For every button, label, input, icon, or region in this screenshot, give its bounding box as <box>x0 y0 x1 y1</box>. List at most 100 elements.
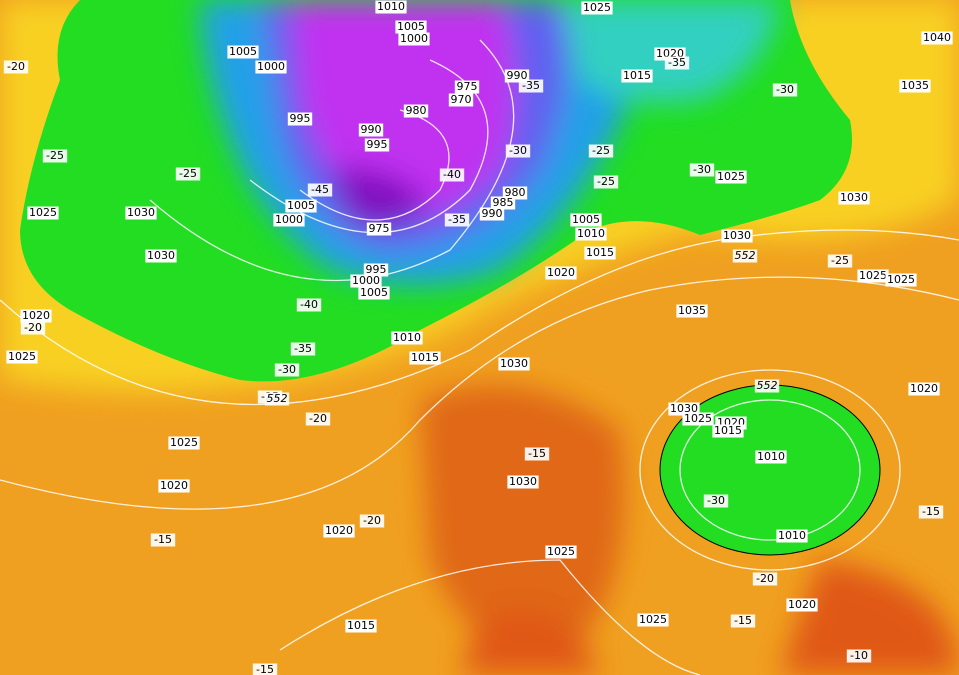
isobar-label-box <box>507 475 539 489</box>
isobar-label-box <box>358 123 384 137</box>
isobar-label-box <box>448 93 474 107</box>
isobar-label-box <box>676 304 708 318</box>
temperature-label-box <box>772 83 798 97</box>
temperature-label: -15 <box>528 447 546 460</box>
isobar-label-box <box>285 199 317 213</box>
isobar-label: 1035 <box>901 79 929 92</box>
temperature-label-box <box>827 254 853 268</box>
temperature-label: -45 <box>311 183 329 196</box>
isobar-label: 1025 <box>29 206 57 219</box>
isobar-label-box <box>668 402 700 416</box>
temperature-label-box <box>664 56 690 70</box>
isobar-label-box <box>581 1 613 15</box>
thickness-label: 552 <box>757 379 778 392</box>
temperature-label-box <box>305 412 331 426</box>
thickness-label-box <box>754 379 780 393</box>
temperature-label-box <box>175 167 201 181</box>
isobar-label-box <box>479 207 505 221</box>
isobar-label: 990 <box>507 69 528 82</box>
isobar-label: 975 <box>457 80 478 93</box>
isobar-label: 970 <box>451 93 472 106</box>
temperature-label-box <box>42 149 68 163</box>
isobar-label-box <box>575 227 607 241</box>
temperature-label: -15 <box>734 614 752 627</box>
isobar-label-box <box>364 138 390 152</box>
isobar-label-box <box>409 351 441 365</box>
isobar-label: 985 <box>493 196 514 209</box>
thickness-label: 552 <box>735 249 756 262</box>
temperature-label-box <box>359 514 385 528</box>
isobar-label-box <box>375 0 407 14</box>
temperature-label: -35 <box>448 213 466 226</box>
temperature-label-box <box>593 175 619 189</box>
isobar-label: 1010 <box>577 227 605 240</box>
isobar-label: 1025 <box>684 412 712 425</box>
temperature-label-box <box>518 79 544 93</box>
isobar-label: 1005 <box>360 286 388 299</box>
temperature-label: -25 <box>831 254 849 267</box>
temperature-label-box <box>290 342 316 356</box>
isobar-label-box <box>358 286 390 300</box>
isobar-label: 1000 <box>352 274 380 287</box>
isobar-label: 1020 <box>325 524 353 537</box>
isobar-label-box <box>158 479 190 493</box>
isobar-label: 1005 <box>229 45 257 58</box>
isobar-label: 1020 <box>910 382 938 395</box>
isobar-label: 1010 <box>757 450 785 463</box>
isobar-label: 990 <box>482 207 503 220</box>
isobar-label: 1020 <box>788 598 816 611</box>
temperature-label-box <box>752 572 778 586</box>
temperature-label-box <box>3 60 29 74</box>
isobar-label: 1015 <box>347 619 375 632</box>
isobar-label: 1025 <box>717 170 745 183</box>
isobar-label: 1030 <box>723 229 751 242</box>
isobar-label-box <box>570 213 602 227</box>
thickness-label: 552 <box>267 392 288 405</box>
isobar-label-box <box>391 331 423 345</box>
isobar-label: 1030 <box>670 402 698 415</box>
isobar-label-box <box>255 60 287 74</box>
isobar-label: 1005 <box>397 20 425 33</box>
isobar-label: 1020 <box>160 479 188 492</box>
isobar-label: 995 <box>290 112 311 125</box>
isobar-label: 980 <box>406 104 427 117</box>
isobar-label: 1030 <box>500 357 528 370</box>
temperature-label-box <box>846 649 872 663</box>
isobar-label: 1010 <box>377 0 405 13</box>
temperature-label: -30 <box>707 494 725 507</box>
temperature-label: -30 <box>509 144 527 157</box>
isobar-label-box <box>545 266 577 280</box>
isobar-label-box <box>227 45 259 59</box>
temperature-label: -30 <box>693 163 711 176</box>
isobar-label: 1000 <box>400 32 428 45</box>
temperature-label: -15 <box>922 505 940 518</box>
isobar-label: 1015 <box>411 351 439 364</box>
isobar-label: 1010 <box>393 331 421 344</box>
isobar-label-box <box>125 206 157 220</box>
temperature-label-box <box>730 614 756 628</box>
isobar-label: 1025 <box>170 436 198 449</box>
thickness-label-box <box>732 249 758 263</box>
isobar-label: 975 <box>369 222 390 235</box>
isobar-label-box <box>715 170 747 184</box>
temperature-label-box <box>307 183 333 197</box>
temperature-label: -25 <box>179 167 197 180</box>
temperature-label-box <box>274 363 300 377</box>
temperature-label: -35 <box>522 79 540 92</box>
isobar-label: 1010 <box>778 529 806 542</box>
temperature-label: -15 <box>256 663 274 675</box>
isobar-label: 1020 <box>547 266 575 279</box>
isobar-label-box <box>885 273 917 287</box>
isobar-label-box <box>27 206 59 220</box>
isobar-label: 1030 <box>127 206 155 219</box>
isobar-label: 1000 <box>275 213 303 226</box>
isobar-label-box <box>403 104 429 118</box>
isobar-label-box <box>857 269 889 283</box>
isobar-label: 1030 <box>147 249 175 262</box>
isobar-lines <box>0 39 959 675</box>
temperature-label: -25 <box>46 149 64 162</box>
isobar-label: 1015 <box>586 246 614 259</box>
temperature-label: -35 <box>668 56 686 69</box>
